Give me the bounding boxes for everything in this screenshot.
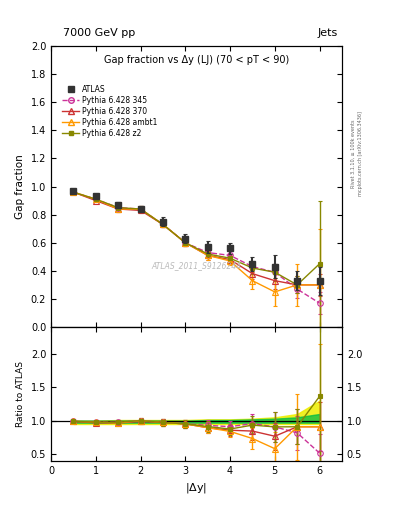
Text: ATLAS_2011_S9126244: ATLAS_2011_S9126244 [151,261,242,270]
Y-axis label: Ratio to ATLAS: Ratio to ATLAS [16,361,25,427]
X-axis label: |$\Delta$y|: |$\Delta$y| [185,481,208,495]
Text: Rivet 3.1.10, ≥ 100k events: Rivet 3.1.10, ≥ 100k events [351,119,356,188]
Text: mcplots.cern.ch [arXiv:1306.3436]: mcplots.cern.ch [arXiv:1306.3436] [358,111,363,196]
Legend: ATLAS, Pythia 6.428 345, Pythia 6.428 370, Pythia 6.428 ambt1, Pythia 6.428 z2: ATLAS, Pythia 6.428 345, Pythia 6.428 37… [61,83,159,139]
Text: 7000 GeV pp: 7000 GeV pp [63,28,135,38]
Text: Gap fraction vs Δy (LJ) (70 < pT < 90): Gap fraction vs Δy (LJ) (70 < pT < 90) [104,54,289,65]
Y-axis label: Gap fraction: Gap fraction [15,154,25,219]
Text: Jets: Jets [318,28,338,38]
